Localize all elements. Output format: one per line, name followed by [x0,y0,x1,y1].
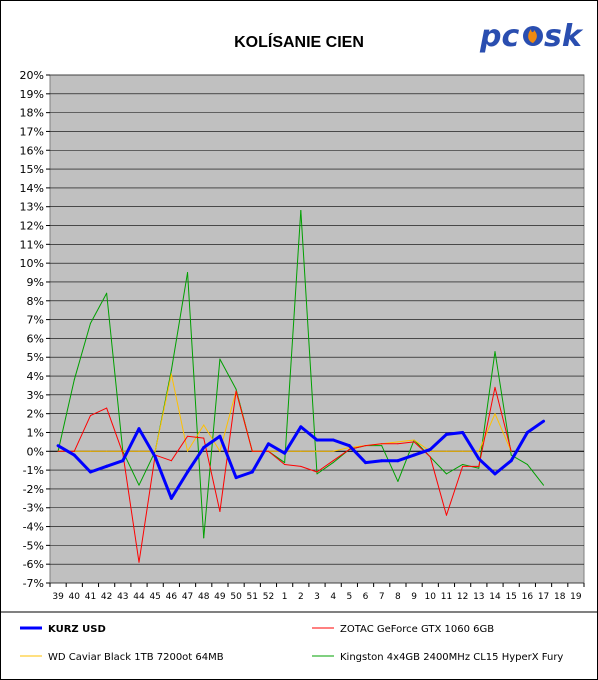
chart-title: KOLÍSANIE CIEN [234,34,364,51]
flame-icon [523,26,543,46]
logo-text-left: pc [479,19,519,54]
pcsk-logo: pc sk [479,19,584,54]
logo-text-right: sk [544,19,584,54]
